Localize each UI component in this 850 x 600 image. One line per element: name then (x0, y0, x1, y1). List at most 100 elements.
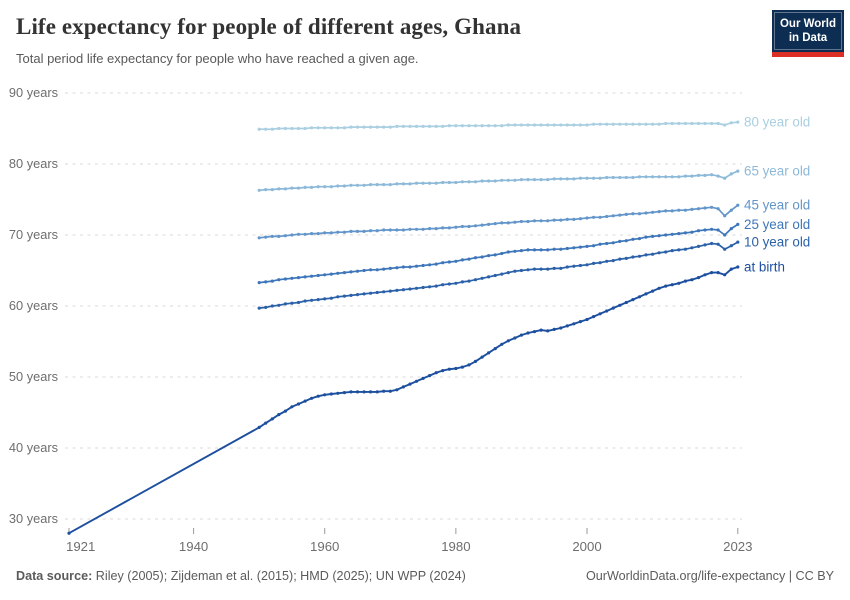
series-label-10-year-old: 10 year old (744, 235, 810, 250)
data-point (729, 172, 733, 176)
data-point (349, 293, 353, 297)
data-point (703, 228, 707, 232)
data-point (565, 265, 569, 269)
data-point (651, 234, 655, 238)
data-point (323, 393, 327, 397)
series-label-45-year-old: 45 year old (744, 198, 810, 213)
data-point (467, 224, 471, 229)
data-point (401, 385, 405, 389)
data-point (454, 259, 458, 263)
data-point (592, 261, 596, 265)
data-point (565, 123, 569, 127)
data-point (316, 298, 320, 302)
data-point (723, 273, 727, 277)
series-80-year-old[interactable]: 80 year old (257, 115, 811, 131)
data-point (500, 272, 504, 276)
data-point (369, 268, 373, 272)
data-point (382, 267, 386, 271)
data-point (375, 390, 379, 394)
data-point (473, 359, 478, 363)
data-point (644, 175, 648, 179)
data-point (546, 267, 550, 271)
data-point (532, 123, 537, 127)
data-point (441, 124, 445, 128)
series-10-year-old[interactable]: 10 year old (257, 235, 811, 310)
data-point (434, 371, 438, 375)
data-point (710, 121, 714, 126)
data-point (257, 188, 261, 192)
data-point (277, 234, 281, 238)
data-point (716, 271, 720, 275)
data-point (631, 298, 635, 302)
series-line[interactable] (68, 266, 739, 535)
data-point (421, 285, 425, 290)
data-point (559, 266, 563, 270)
data-point (454, 366, 458, 371)
data-source-label: Data source: (16, 569, 93, 583)
data-point (605, 259, 609, 263)
series-65-year-old[interactable]: 65 year old (257, 164, 811, 192)
data-point (526, 248, 530, 252)
series-45-year-old[interactable]: 45 year old (257, 198, 811, 240)
data-point (519, 178, 524, 182)
data-point (264, 188, 268, 192)
data-point (618, 239, 622, 243)
data-point (664, 250, 668, 254)
data-point (447, 124, 451, 128)
data-point (428, 263, 432, 267)
owid-logo[interactable]: Our World in Data (772, 10, 844, 57)
data-point (572, 246, 576, 250)
data-point (421, 227, 425, 231)
data-point (611, 122, 615, 126)
data-point (283, 234, 287, 238)
data-point (519, 219, 524, 224)
data-point (736, 265, 740, 269)
data-point (723, 176, 727, 180)
owid-cc-link[interactable]: OurWorldinData.org/life-expectancy | CC … (585, 569, 834, 583)
data-point (716, 242, 720, 246)
y-axis-tick-label: 40 years (9, 440, 58, 455)
data-point (362, 229, 366, 233)
data-point (578, 217, 583, 221)
data-point (716, 174, 720, 178)
data-point (572, 322, 576, 326)
data-point (296, 276, 301, 280)
data-point (270, 127, 274, 131)
data-point (408, 382, 412, 386)
data-point (310, 298, 314, 302)
data-point (487, 351, 491, 355)
data-point (310, 126, 314, 130)
data-point (637, 122, 642, 126)
x-axis-tick-label: 1980 (441, 539, 470, 554)
data-point (532, 248, 537, 252)
data-point (677, 175, 681, 179)
data-point (605, 241, 609, 246)
data-point (598, 312, 602, 316)
data-point (683, 247, 688, 251)
data-point (651, 175, 655, 179)
data-point (257, 281, 261, 285)
data-point (460, 224, 464, 229)
series-at-birth[interactable]: at birth (67, 259, 785, 535)
data-point (382, 228, 386, 232)
data-point (257, 306, 261, 310)
data-point (710, 241, 714, 246)
data-point (592, 244, 596, 248)
data-point (296, 300, 301, 305)
data-point (703, 173, 707, 177)
data-point (519, 249, 524, 253)
data-point (513, 220, 517, 224)
data-point (355, 293, 360, 297)
data-point (493, 179, 497, 183)
y-axis-tick-label: 50 years (9, 369, 58, 384)
series-25-year-old[interactable]: 25 year old (257, 217, 811, 285)
data-point (375, 290, 379, 295)
data-point (414, 286, 419, 290)
data-point (375, 229, 379, 233)
data-point (598, 215, 602, 219)
data-point (519, 123, 524, 127)
data-point (592, 122, 596, 126)
data-point (454, 281, 458, 285)
data-point (519, 333, 524, 337)
data-point (637, 237, 642, 241)
